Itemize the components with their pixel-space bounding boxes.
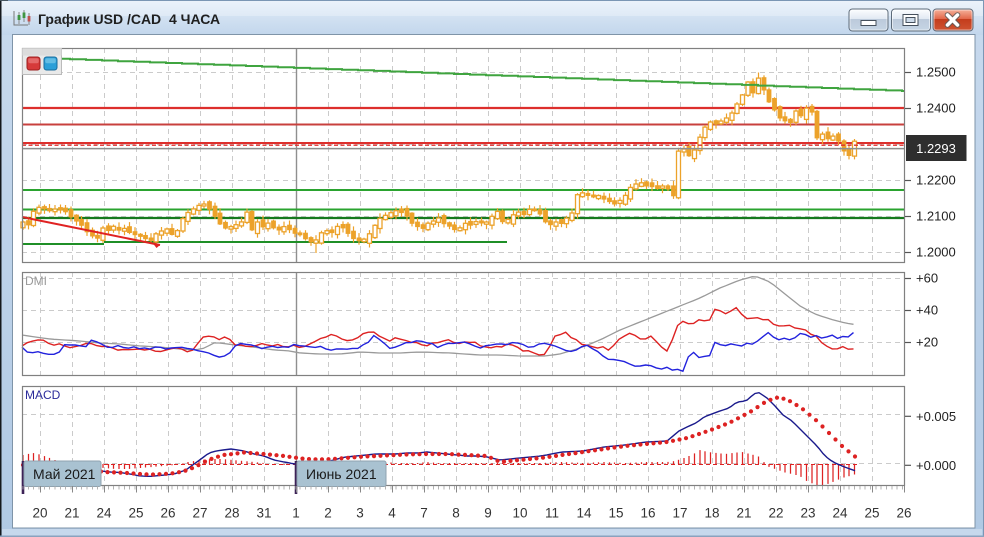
svg-text:График USD /CAD 4 ЧАСА: График USD /CAD 4 ЧАСА	[38, 11, 220, 27]
svg-text:DMI: DMI	[25, 274, 47, 288]
svg-text:8: 8	[452, 506, 460, 521]
svg-text:1.2400: 1.2400	[916, 101, 956, 116]
svg-text:25: 25	[864, 506, 879, 521]
svg-text:18: 18	[704, 506, 719, 521]
svg-text:+40: +40	[916, 303, 938, 318]
svg-text:Июнь 2021: Июнь 2021	[306, 466, 377, 482]
svg-text:25: 25	[128, 506, 143, 521]
svg-text:27: 27	[192, 506, 207, 521]
svg-text:20: 20	[32, 506, 47, 521]
svg-text:26: 26	[896, 506, 911, 521]
svg-text:MACD: MACD	[25, 388, 61, 402]
svg-text:2: 2	[324, 506, 332, 521]
svg-text:21: 21	[736, 506, 751, 521]
svg-text:24: 24	[832, 506, 848, 521]
svg-text:Май 2021: Май 2021	[33, 466, 96, 482]
svg-text:28: 28	[224, 506, 239, 521]
svg-text:9: 9	[484, 506, 492, 521]
svg-text:26: 26	[160, 506, 175, 521]
svg-text:17: 17	[672, 506, 687, 521]
svg-text:21: 21	[64, 506, 79, 521]
svg-text:16: 16	[640, 506, 655, 521]
svg-text:15: 15	[608, 506, 623, 521]
svg-text:1.2000: 1.2000	[916, 245, 956, 260]
svg-text:23: 23	[800, 506, 815, 521]
svg-text:22: 22	[768, 506, 783, 521]
svg-text:11: 11	[545, 506, 559, 521]
svg-text:7: 7	[420, 506, 428, 521]
svg-text:1.2500: 1.2500	[916, 65, 956, 80]
svg-text:+0.005: +0.005	[916, 409, 956, 424]
svg-text:31: 31	[256, 506, 271, 521]
svg-text:10: 10	[512, 506, 527, 521]
svg-text:14: 14	[576, 506, 592, 521]
svg-text:24: 24	[96, 506, 112, 521]
svg-text:+20: +20	[916, 335, 938, 350]
svg-text:1.2100: 1.2100	[916, 209, 956, 224]
svg-text:1.2200: 1.2200	[916, 173, 956, 188]
svg-text:1.2293: 1.2293	[916, 141, 956, 156]
svg-text:4: 4	[388, 506, 396, 521]
svg-text:+60: +60	[916, 271, 938, 286]
svg-text:1: 1	[292, 506, 300, 521]
svg-text:3: 3	[356, 506, 364, 521]
svg-text:+0.000: +0.000	[916, 458, 956, 473]
